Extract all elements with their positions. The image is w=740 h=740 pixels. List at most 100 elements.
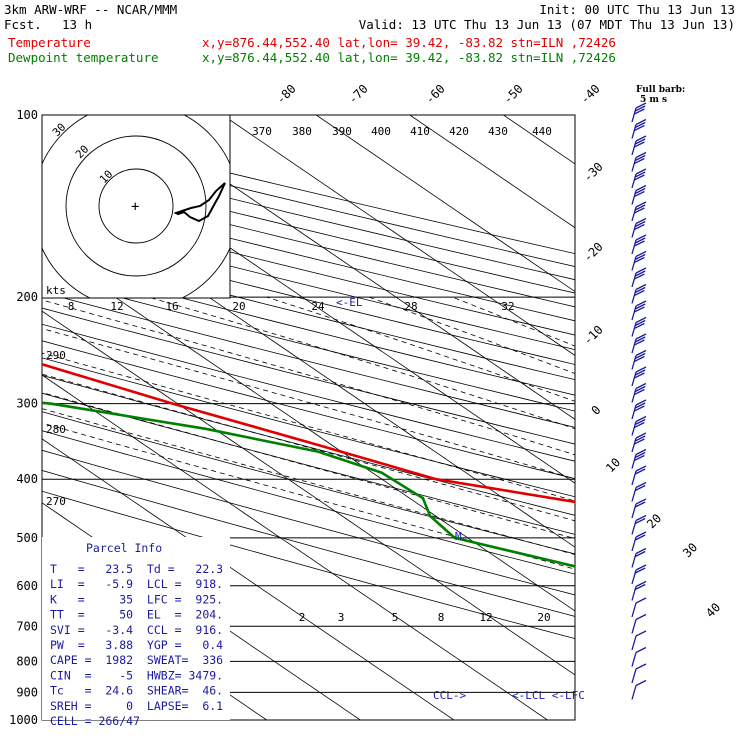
barb-flag [634,388,645,396]
barb-flag [634,372,645,379]
init-time: Init: 00 UTC Thu 13 Jun 13 [539,2,735,17]
barb-flag [635,201,647,208]
parcel-info-box: Parcel Info [42,537,230,720]
isotherm-tick-label: -80 [274,82,299,107]
isotherm-line [691,115,740,720]
model-title: 3km ARW-WRF -- NCAR/MMM [4,2,177,17]
mixing-ratio-lower-label: 12 [479,611,492,624]
full-barb-label: Full barb: [636,85,685,95]
barb-flag [635,646,647,654]
barb-flag [634,270,646,277]
barb-shaft [631,635,637,651]
lcl-lfc-marker: <-LCL <-LFC [512,689,585,702]
forecast-hour: 13 h [62,17,92,32]
isotherm-tick-label: -60 [423,82,448,107]
barb-flag [634,121,646,129]
pressure-tick-label: 700 [16,619,38,633]
barb-flag [634,108,645,115]
valid-time: Valid: 13 UTC Thu 13 Jun 13 (07 MDT Thu … [359,17,735,32]
wind-barb [631,514,647,535]
wind-barb [631,547,647,568]
wind-barb [631,366,647,387]
barb-flag [634,355,645,363]
dry-adiabat-line [42,261,575,396]
barb-flag [634,319,646,327]
wind-barb [631,481,647,502]
barb-flag [634,402,646,409]
barb-shaft [631,404,637,420]
barb-shaft [631,239,637,255]
barb-flag [634,220,646,228]
hodograph-ring-10 [98,168,174,244]
barb-shaft [631,173,637,189]
barb-flag [635,547,647,555]
parcel-info-row: TT = 50 EL = 204. [50,608,223,622]
dry-adiabat-line [42,246,575,381]
wind-barb [631,168,647,189]
wind-barb [631,564,647,585]
wind-barb [631,151,647,172]
wind-barb [631,613,647,634]
barb-shaft [631,157,637,172]
isotherm-line [42,374,548,720]
theta-tick-label: 440 [532,125,552,138]
barb-flag [635,613,647,621]
barb-shaft [631,305,637,321]
forecast-label: Fcst. [4,17,42,32]
barb-shaft [631,437,637,453]
barb-flag [635,118,647,126]
barb-flag [634,174,645,181]
m-marker: M [455,530,462,543]
barb-shaft [631,355,637,370]
dry-adiabat-line [42,430,575,575]
grid-clip [42,115,740,720]
mixing-ratio-upper-label: 20 [232,300,245,313]
theta-tick-label: 380 [292,125,312,138]
barb-flag [634,501,646,508]
barb-flag [634,253,646,261]
barb-shaft [631,371,637,387]
barb-flag [635,382,647,390]
wind-barb [631,349,647,370]
pressure-tick-label: 200 [16,290,38,304]
pressure-tick-label: 1000 [9,713,38,727]
moist-adiabat-line [266,296,575,402]
profiles [42,362,575,568]
barb-flag [634,451,646,459]
isotherm-line [315,115,575,293]
barb-flag [634,256,645,264]
barb-shaft [631,470,637,486]
hodograph-speed-unit: kts [46,284,66,297]
barb-shaft [631,487,637,502]
wind-barb [631,679,647,700]
isotherm-tick-label: -50 [501,82,526,107]
wind-barb [631,399,647,420]
barb-flag [635,333,647,340]
barb-shaft [631,322,637,337]
barb-flag [634,583,646,591]
parcel-info-row: SREH = 0 LAPSE= 6.1 [50,699,223,713]
barb-flag [635,481,647,489]
wind-barb [631,432,647,453]
barb-flag [634,322,645,330]
barb-flag [634,289,645,297]
moist-adiabat-line [42,408,575,555]
parcel-info-row: CELL = 266/47 [50,714,140,728]
barb-shaft [631,586,637,601]
barb-shaft [631,124,637,139]
parcel-info-row: LI = -5.9 LCL = 918. [50,577,223,591]
barb-shaft [631,107,637,123]
isotherm-tick-label: 10 [603,455,623,475]
parcel-info-rows: T = 23.5 Td = 22.3LI = -5.9 LCL = 918.K … [50,562,223,728]
isotherm-line [42,119,575,484]
barb-flag [634,273,645,280]
barb-flag [635,580,647,588]
barb-flag [634,154,646,162]
barb-shaft [631,619,637,634]
wind-barb [631,333,647,354]
full-barb-value: 5 m s [640,95,667,105]
barb-flag [635,349,647,357]
dry-adiabat-line [42,490,575,640]
wind-barb [631,234,647,255]
